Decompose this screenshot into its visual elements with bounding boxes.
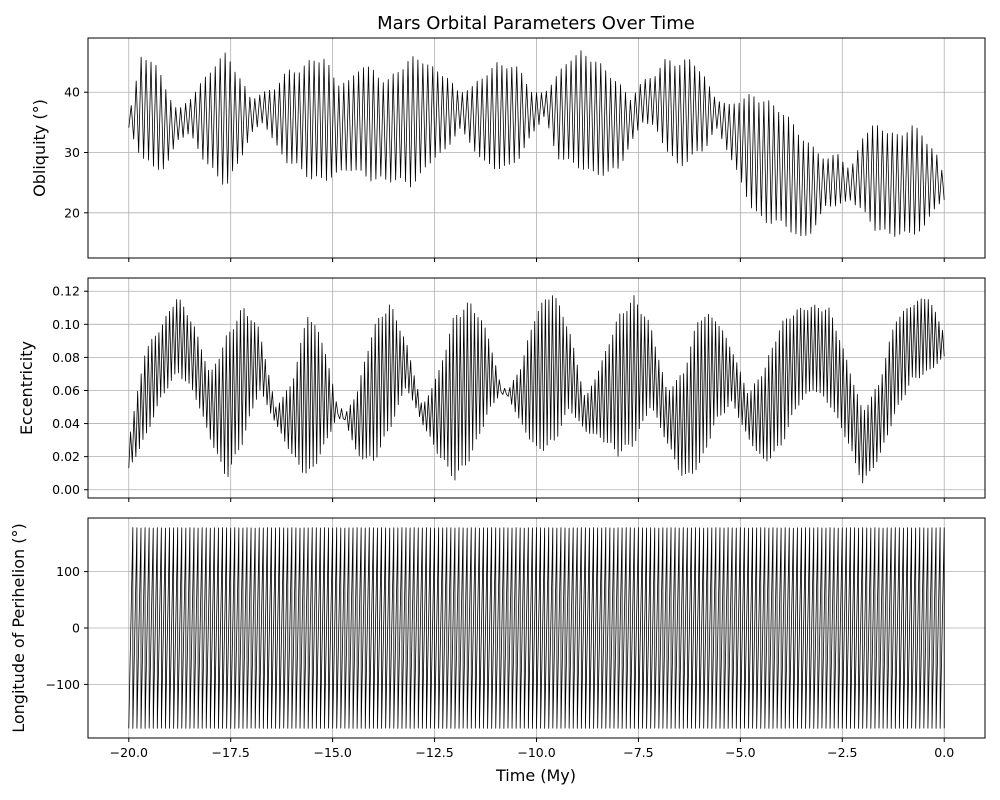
eccentricity-series-line (128, 295, 945, 484)
panel-perihelion: −20.0 −17.5 −15.0 −12.5 −10.0 −7.5 −5.0 −2.5 0.0… (9, 517, 986, 760)
panel-eccentricity: 0.00 0.02 0.04 0.06 0.08 0.10 0.12 Eccentricity (17, 277, 986, 502)
obliquity-y-tick-label: 30 (64, 145, 80, 160)
eccentricity-y-axis-label: Eccentricity (17, 341, 36, 435)
x-tick-label: −15.0 (313, 745, 351, 760)
x-tick-label: −7.5 (623, 745, 653, 760)
panel-obliquity: 20 30 40 Obliquity (°) (30, 37, 986, 262)
perihelion-y-tick-label: 0 (72, 621, 80, 636)
eccentricity-y-tick-label: 0.08 (52, 350, 80, 365)
eccentricity-y-tick-label: 0.00 (52, 482, 80, 497)
perihelion-y-axis-label: Longitude of Perihelion (°) (9, 523, 28, 733)
obliquity-series-line (128, 50, 945, 237)
eccentricity-y-tick-label: 0.06 (52, 383, 80, 398)
obliquity-y-tick-label: 40 (64, 85, 80, 100)
x-tick-label: −10.0 (517, 745, 555, 760)
obliquity-y-axis-label: Obliquity (°) (30, 99, 49, 197)
x-tick-label: −5.0 (725, 745, 755, 760)
x-tick-label: 0.0 (934, 745, 954, 760)
eccentricity-y-tick-label: 0.12 (52, 284, 80, 299)
perihelion-y-tick-label: 100 (56, 564, 80, 579)
eccentricity-y-tick-label: 0.02 (52, 449, 80, 464)
x-tick-label: −20.0 (110, 745, 148, 760)
x-tick-label: −17.5 (212, 745, 250, 760)
eccentricity-y-tick-label: 0.10 (52, 317, 80, 332)
x-tick-label: −12.5 (415, 745, 453, 760)
obliquity-y-tick-label: 20 (64, 205, 80, 220)
eccentricity-y-tick-label: 0.04 (52, 416, 80, 431)
chart-title: Mars Orbital Parameters Over Time (377, 13, 695, 34)
perihelion-y-tick-label: −100 (46, 677, 80, 692)
perihelion-series-line (128, 527, 945, 729)
x-axis-label: Time (My) (495, 766, 576, 785)
x-tick-label: −2.5 (827, 745, 857, 760)
